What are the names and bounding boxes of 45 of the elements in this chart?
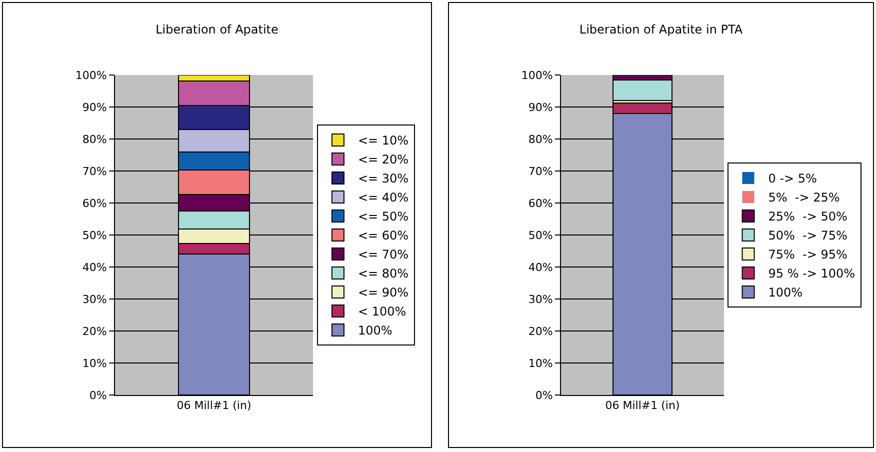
y-tick-label: 30% <box>528 292 553 306</box>
y-tick-label: 100% <box>75 68 107 82</box>
legend-label: <= 80% <box>358 266 409 281</box>
y-tick-label: 90% <box>82 100 107 114</box>
legend-label: <= 70% <box>358 248 409 262</box>
y-tick-label: 70% <box>528 164 553 178</box>
y-tick-label: 60% <box>528 196 553 210</box>
y-tick-label: 80% <box>528 132 553 146</box>
legend-label: 75% -> 95% <box>768 248 848 262</box>
y-tick-label: 50% <box>528 228 553 242</box>
y-tick-label: 40% <box>82 260 107 274</box>
legend-label: 50% -> 75% <box>768 228 848 243</box>
legend-label: <= 60% <box>358 228 409 243</box>
y-tick-label: 20% <box>82 324 107 338</box>
legend-label: <= 30% <box>358 172 409 186</box>
legend-label: <= 40% <box>358 190 409 205</box>
y-tick-label: 40% <box>528 260 553 274</box>
y-tick-label: 10% <box>528 356 553 370</box>
x-tick-label: 06 Mill#1 (in) <box>176 399 252 412</box>
legend-label: 0 -> 5% <box>768 172 817 186</box>
legend-label: < 100% <box>358 304 406 319</box>
legend-label: 100% <box>768 286 803 300</box>
legend-label: 95 % -> 100% <box>768 266 856 281</box>
legend-label: 100% <box>358 324 392 338</box>
y-tick-label: 70% <box>82 164 107 178</box>
y-tick-label: 0% <box>89 388 107 402</box>
y-tick-label: 50% <box>82 228 107 242</box>
legend-label: <= 90% <box>358 286 409 300</box>
legend-label: <= 50% <box>358 210 409 224</box>
bar <box>612 79 672 102</box>
legend-label: <= 10% <box>358 134 409 148</box>
y-tick-label: 80% <box>82 132 107 146</box>
y-tick-label: 10% <box>82 356 107 370</box>
legend-label: 25% -> 50% <box>768 210 848 224</box>
y-tick-label: 100% <box>521 68 553 82</box>
y-tick-label: 30% <box>82 292 107 306</box>
legend-label: <= 20% <box>358 152 409 167</box>
y-tick-label: 90% <box>528 100 553 114</box>
y-tick-label: 60% <box>82 196 107 210</box>
x-tick-label: 06 Mill#1 (in) <box>605 399 680 412</box>
legend-label: 5% -> 25% <box>768 190 840 205</box>
y-tick-label: 20% <box>528 324 553 338</box>
chart-title: Liberation of Apatite in PTA <box>579 22 744 37</box>
chart-title: Liberation of Apatite <box>156 22 278 37</box>
y-tick-label: 0% <box>535 388 553 402</box>
